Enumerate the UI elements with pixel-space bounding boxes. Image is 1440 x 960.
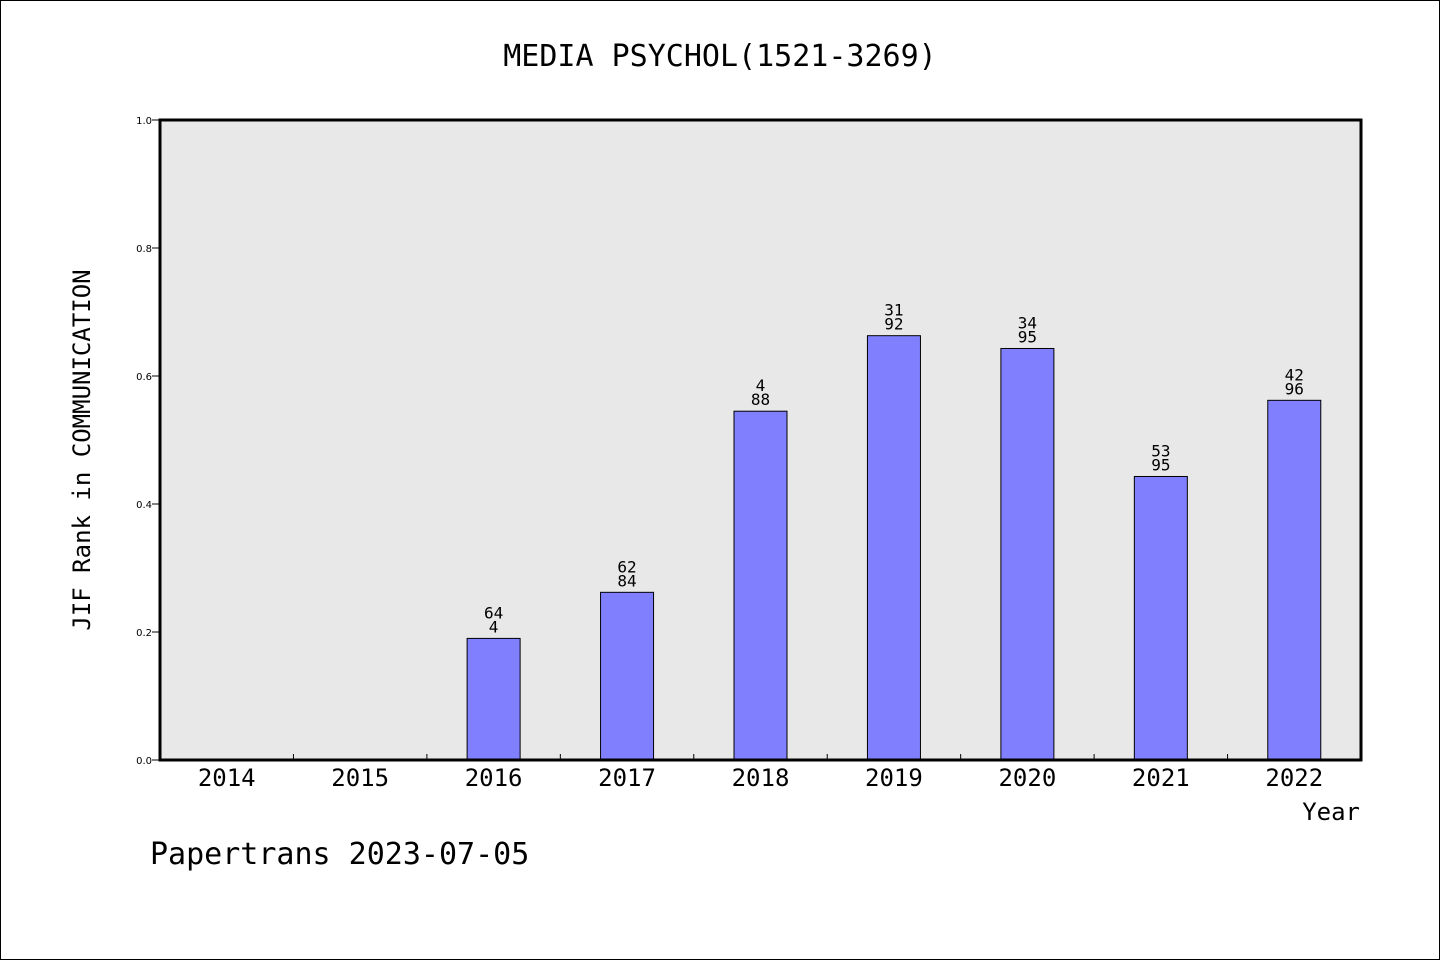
x-axis-label: Year xyxy=(1302,798,1360,826)
x-tick-label: 2019 xyxy=(865,764,923,792)
y-axis-label: JIF Rank in COMMUNICATION xyxy=(68,269,96,630)
bar-label-total: 95 xyxy=(1151,455,1170,474)
y-tick-label: 0.2 xyxy=(136,628,152,639)
bar-label-rank: 34 xyxy=(1018,313,1037,332)
bar-2020 xyxy=(1000,347,1055,761)
bar-group xyxy=(466,335,1322,761)
x-tick-label: 2016 xyxy=(465,764,523,792)
x-tick-label: 2020 xyxy=(998,764,1056,792)
bar-2017 xyxy=(600,591,655,761)
y-axis-ticks: 0.0 0.2 0.4 0.6 0.8 1.0 xyxy=(136,116,160,767)
x-tick-label: 2017 xyxy=(598,764,656,792)
bar-2018 xyxy=(733,410,788,761)
bar-label-total: 95 xyxy=(1018,327,1037,346)
x-tick-label: 2015 xyxy=(331,764,389,792)
footer-credit: Papertrans 2023-07-05 xyxy=(150,837,529,872)
bar-label-total: 88 xyxy=(751,390,770,409)
x-tick-label: 2021 xyxy=(1132,764,1190,792)
x-axis-ticks: 2014 2015 2016 2017 2018 2019 2020 2021 2022 xyxy=(198,754,1323,792)
bar-label-rank: 64 xyxy=(484,603,503,622)
bar-label-rank: 4 xyxy=(756,376,766,395)
bar-label-rank: 31 xyxy=(884,301,903,320)
x-tick-label: 2022 xyxy=(1265,764,1323,792)
bar-label-total: 84 xyxy=(617,571,636,590)
bar-label-total: 96 xyxy=(1285,379,1304,398)
y-tick-label: 0.0 xyxy=(136,756,152,767)
bar-2021 xyxy=(1133,475,1188,761)
bar-label-rank: 42 xyxy=(1285,365,1304,384)
bar-label-total: 92 xyxy=(884,315,903,334)
chart-title: MEDIA PSYCHOL(1521-3269) xyxy=(503,39,936,74)
y-tick-label: 0.4 xyxy=(136,500,152,511)
x-tick-label: 2018 xyxy=(732,764,790,792)
bar-label-rank: 62 xyxy=(617,557,636,576)
y-tick-label: 1.0 xyxy=(136,116,152,127)
y-tick-label: 0.6 xyxy=(136,372,152,383)
bar-label-total: 4 xyxy=(489,617,499,636)
y-tick-label: 0.8 xyxy=(136,244,152,255)
plot-border xyxy=(158,118,1363,762)
bar-2016 xyxy=(466,637,521,761)
bar-2019 xyxy=(866,335,921,761)
x-tick-label: 2014 xyxy=(198,764,256,792)
bar-2022 xyxy=(1267,399,1322,761)
bar-label-rank: 53 xyxy=(1151,441,1170,460)
